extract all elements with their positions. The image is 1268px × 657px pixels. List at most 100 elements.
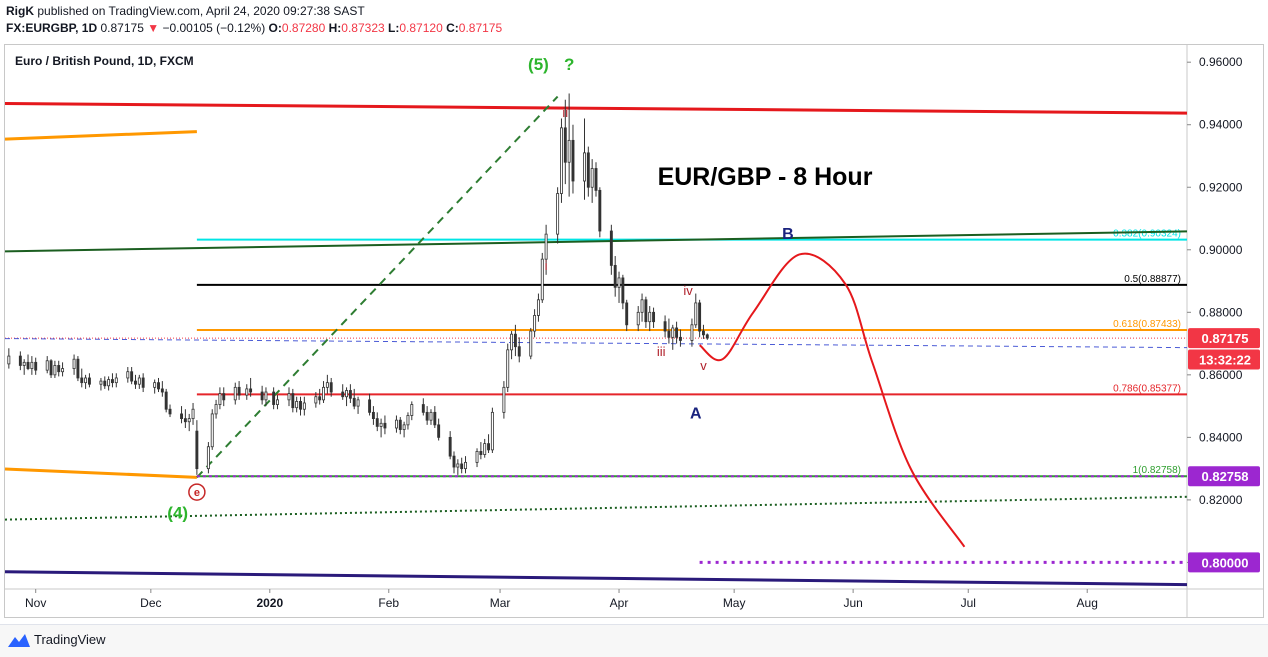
candle-body [191, 408, 195, 420]
candle-body [348, 390, 352, 399]
candle-body [571, 139, 575, 182]
fib-level-label: 0.618(0.87433) [1113, 319, 1181, 330]
candle-body [168, 408, 172, 415]
candle-body [76, 358, 80, 379]
candle-body [218, 393, 222, 405]
candle-body [379, 422, 383, 427]
candle-body [594, 168, 598, 191]
candle-body [517, 346, 521, 357]
candle-body [153, 382, 157, 388]
open-value: 0.87280 [281, 21, 326, 35]
candle-body [678, 336, 682, 341]
price-tick-label: 0.96000 [1199, 55, 1243, 69]
candle-body [291, 393, 295, 409]
candle-body [103, 380, 107, 387]
candle-body [556, 193, 560, 235]
candle-body [30, 361, 34, 369]
candle-body [506, 349, 510, 388]
trend-line-red-resistance [5, 101, 1187, 115]
fib-level-label: 0.786(0.85377) [1113, 383, 1181, 394]
trend-line-green-dashed-wave [196, 95, 559, 479]
wave-label: ii [562, 105, 568, 120]
candle-body [398, 419, 402, 430]
candle-body [560, 127, 563, 194]
candle-body [533, 315, 537, 332]
price-axis-tag-label: 0.87175 [1202, 331, 1249, 346]
price-axis-tag-label: 13:32:22 [1199, 353, 1251, 368]
candle-body [345, 390, 349, 398]
time-tick-label: Dec [140, 596, 161, 610]
candle-body [160, 388, 164, 393]
price-tick-label: 0.84000 [1199, 430, 1243, 444]
candle-body [487, 443, 491, 451]
candle-body [586, 152, 590, 188]
candle-body [617, 277, 621, 288]
candle-body [126, 371, 130, 379]
high-value: 0.87323 [341, 21, 385, 35]
candle-body [425, 411, 429, 421]
candle-body [406, 415, 410, 426]
candle-body [640, 299, 644, 313]
open-label: O: [268, 21, 282, 35]
wave-label: (4) [167, 504, 188, 523]
publisher-name[interactable]: RigK [6, 4, 34, 18]
candle-body [99, 380, 103, 385]
candle-body [475, 451, 479, 463]
tradingview-logo-icon [8, 634, 30, 647]
candle-body [329, 382, 333, 393]
price-chart[interactable]: 0.96000 0.94000 0.92000 0.90000 0.88000 0.860… [5, 45, 1263, 617]
trend-line-orange-lower [5, 467, 197, 479]
plot-area: 0.382(0.90324) 0.5(0.88877) 0.618(0.87433)… [5, 55, 1187, 587]
trend-line-dark-green-channel [5, 230, 1187, 253]
down-arrow-icon: ▼ [147, 21, 160, 35]
high-label: H: [328, 21, 342, 35]
low-value: 0.87120 [399, 21, 443, 35]
wave-label: ? [564, 55, 574, 74]
candle-body [698, 302, 702, 332]
candle-body [694, 302, 698, 326]
candle-body [80, 377, 84, 384]
footer-brand[interactable]: TradingView [34, 632, 106, 647]
candle-body [22, 361, 26, 366]
time-tick-label: Nov [25, 596, 46, 610]
candle-body [448, 436, 452, 457]
candle-body [206, 446, 210, 470]
time-tick-label: Aug [1077, 596, 1098, 610]
candle-body [394, 419, 398, 429]
low-label: L: [388, 21, 400, 35]
wave-label: iii [657, 344, 666, 359]
candle-body [195, 430, 199, 470]
candle-body [421, 404, 425, 413]
chart-frame: 0.96000 0.94000 0.92000 0.90000 0.88000 0.860… [4, 44, 1264, 618]
candle-body [609, 230, 613, 266]
candle-body [84, 377, 88, 384]
candle-body [590, 168, 594, 188]
candle-body [137, 377, 141, 385]
price-tick-label: 0.90000 [1199, 243, 1243, 257]
trend-line-navy-support [5, 570, 1187, 587]
price-tick-label: 0.92000 [1199, 180, 1243, 194]
candle-body [141, 377, 145, 388]
candle-body [272, 391, 276, 405]
candle-body [375, 418, 379, 427]
footer-bar: TradingView [0, 624, 1268, 657]
candle-body [45, 360, 49, 371]
candle-body [464, 461, 467, 470]
candle-body [299, 401, 302, 410]
candle-body [502, 386, 506, 413]
candle-body [245, 388, 249, 396]
candle-body [667, 330, 671, 338]
wave-label: v [700, 358, 707, 373]
candle-body [433, 411, 437, 426]
publish-info: RigK published on TradingView.com, April… [6, 4, 365, 18]
candle-body [402, 424, 406, 430]
wave-e-label: e [194, 487, 200, 499]
candle-body [34, 361, 38, 371]
candle-body [187, 418, 191, 423]
candle-body [110, 379, 114, 384]
candle-body [437, 424, 441, 438]
projection-path [698, 252, 966, 548]
price-tick-label: 0.86000 [1199, 368, 1243, 382]
candle-body [233, 386, 237, 401]
candle-body [513, 333, 517, 348]
